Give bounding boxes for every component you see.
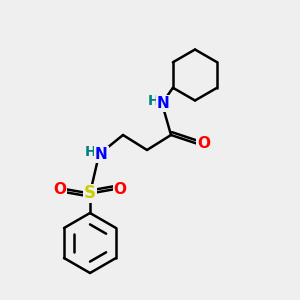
Text: O: O xyxy=(113,182,127,196)
Text: O: O xyxy=(53,182,67,196)
Text: S: S xyxy=(84,184,96,202)
Text: H: H xyxy=(85,145,96,159)
Text: H: H xyxy=(148,94,159,107)
Text: N: N xyxy=(95,147,108,162)
Text: N: N xyxy=(157,96,170,111)
Text: O: O xyxy=(197,136,210,152)
